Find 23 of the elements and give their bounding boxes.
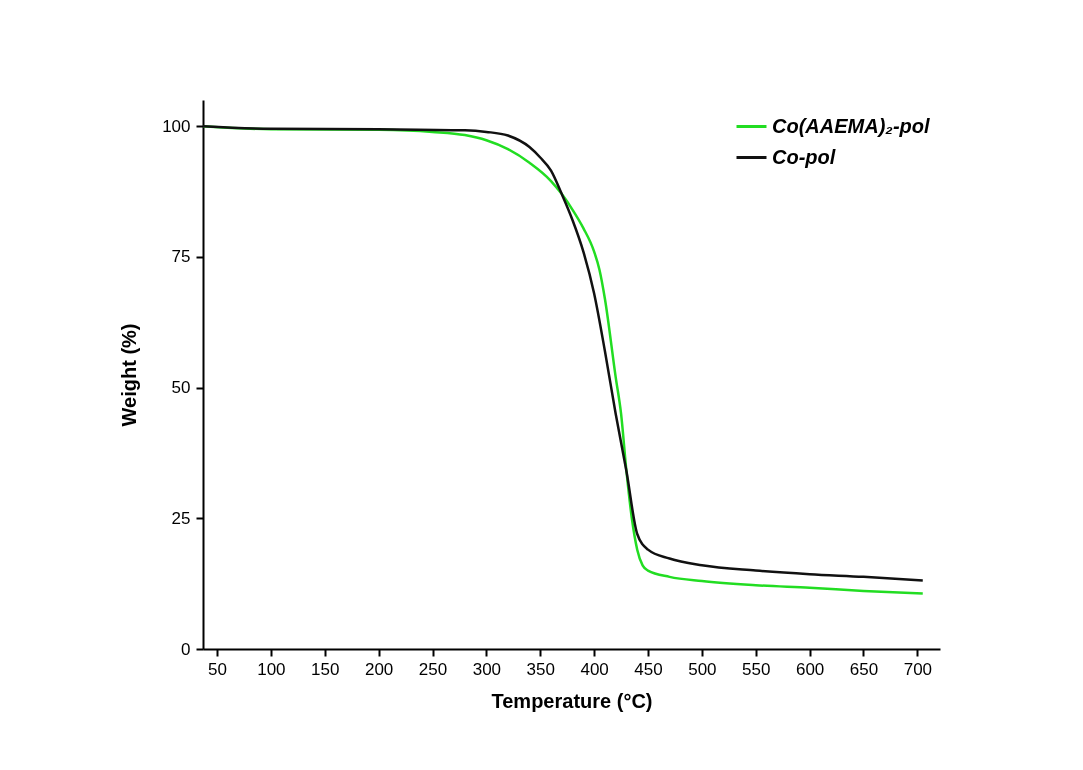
y-axis-title: Weight (%)	[118, 323, 141, 427]
x-tick-label: 550	[742, 659, 771, 679]
x-tick-label: 50	[208, 659, 227, 679]
x-tick-label: 450	[634, 659, 663, 679]
x-tick-label: 250	[418, 659, 448, 679]
legend-label: Co-pol	[772, 145, 836, 168]
y-tick-label: 50	[171, 378, 191, 398]
legend-label: Co(AAEMA)₂-pol	[772, 114, 931, 137]
x-tick-label: 500	[688, 659, 717, 679]
x-tick-label: 200	[364, 659, 394, 679]
y-tick-label: 0	[181, 639, 191, 659]
x-tick-label: 100	[257, 659, 286, 679]
y-tick-label: 25	[171, 508, 191, 528]
x-tick-label: 650	[849, 659, 879, 679]
x-tick-label: 400	[580, 659, 609, 679]
x-axis-title: Temperature (°C)	[491, 689, 653, 712]
x-tick-label: 350	[526, 659, 555, 679]
x-tick-label: 300	[472, 659, 502, 679]
y-tick-label: 75	[171, 247, 191, 267]
x-tick-label: 150	[311, 659, 340, 679]
x-tick-label: 600	[795, 659, 825, 679]
x-tick-label: 700	[903, 659, 933, 679]
y-tick-label: 100	[162, 116, 191, 136]
